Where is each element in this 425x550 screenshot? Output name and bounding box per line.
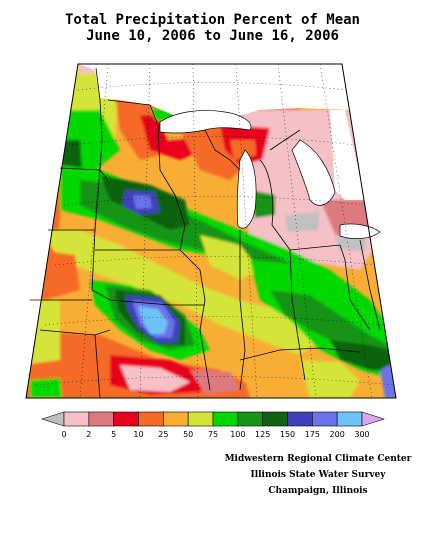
state-boundaries — [30, 67, 381, 399]
legend-tick-label: 50 — [183, 430, 193, 439]
legend-tick-label: 150 — [280, 430, 295, 439]
legend-box — [336, 411, 363, 427]
legend-box — [212, 411, 239, 427]
legend-box — [163, 411, 189, 427]
legend-box — [113, 411, 139, 427]
legend-tick-label: 200 — [330, 430, 345, 439]
legend-tick-label: 5 — [111, 430, 116, 439]
legend-tick-label: 25 — [158, 430, 168, 439]
legend-tick-labels: 0 2 5 10 25 50 75 100 125 150 175 200 300 — [61, 430, 369, 439]
legend-box — [287, 411, 313, 427]
map-title-line-1: Total Precipitation Percent of Mean — [64, 12, 360, 28]
credit-line-1: Midwestern Regional Climate Center — [224, 454, 412, 464]
legend-box — [262, 411, 288, 427]
legend-tick-label: 2 — [86, 430, 91, 439]
legend-under-arrow — [41, 411, 65, 427]
map-frame — [25, 63, 397, 399]
legend-box — [312, 411, 338, 427]
legend-box — [187, 411, 214, 427]
legend-tick-label: 100 — [230, 430, 245, 439]
legend-tick-label: 175 — [305, 430, 320, 439]
credit-line-2: Illinois State Water Survey — [250, 470, 386, 480]
legend-box — [237, 411, 263, 427]
legend-box — [138, 411, 164, 427]
legend-tick-label: 0 — [61, 430, 66, 439]
legend-tick-label: 10 — [133, 430, 143, 439]
graticule-lines — [35, 63, 395, 399]
legend-tick-label: 300 — [354, 430, 369, 439]
legend-tick-label: 75 — [208, 430, 218, 439]
legend-over-arrow — [361, 411, 385, 427]
legend-color-boxes — [63, 411, 363, 427]
legend-box — [88, 411, 114, 427]
lakes-and-canada-mask — [78, 64, 381, 239]
legend-tick-label: 125 — [255, 430, 270, 439]
legend-box — [63, 411, 90, 427]
map-title-line-2: June 10, 2006 to June 16, 2006 — [86, 28, 339, 44]
credit-line-3: Champaign, Illinois — [268, 486, 368, 496]
